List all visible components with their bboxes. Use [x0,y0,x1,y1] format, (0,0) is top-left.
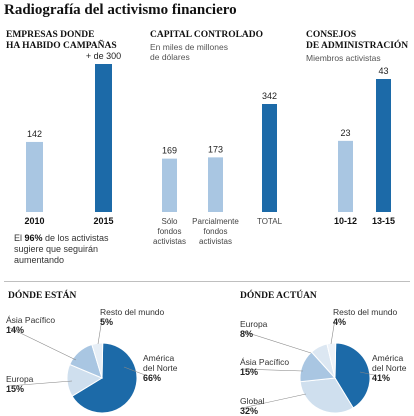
pie2-slice-label: América [372,353,403,363]
chart1-title-line: HA HABIDO CAMPAÑAS [6,41,117,51]
chart3-category-label: 10-12 [334,216,357,226]
pie2-leader-line [241,393,307,409]
pie2-slice-label: del Norte [372,363,407,373]
page-title: Radiografía del activismo financiero [4,2,237,18]
chart3-title: CONSEJOS DE ADMINISTRACIÓN [306,30,408,52]
chart1-value-label: + de 300 [86,51,121,61]
chart2-category-label: Parcialmente [192,217,239,226]
pie1-leader-line [7,326,77,361]
chart3-subtitle-line: Miembros activistas [306,53,381,63]
chart3-title-line: CONSEJOS [306,30,357,40]
pie1-slice [91,342,104,379]
chart2-bar [162,158,177,212]
pie1-slice [71,342,138,414]
chart2-value-label: 169 [162,146,177,156]
pie1-slice-value: 14% [6,325,24,335]
chart2-value-label: 173 [208,144,223,154]
pie1-slice-label: Europa [6,374,34,384]
chart3-subtitle: Miembros activistas [306,53,381,63]
chart2-value-label: 342 [262,91,277,101]
pie2-slice-label: Ásia Pacífico [240,357,289,367]
pie2-leader-line [359,371,375,376]
pie2-slice-value: 15% [240,367,258,377]
pie2-slice [299,377,354,414]
chart3-bar [376,79,391,212]
pie1-leader-line [7,380,73,387]
pie2-slice-value: 4% [333,317,346,327]
chart2-category-label: Sólo [161,217,178,226]
chart1-category-label: 2015 [93,216,113,226]
pie1-slice-label: del Norte [143,363,178,373]
pie2-slice-value: 8% [240,329,253,339]
chart1-bar [26,141,43,212]
pie1-leader-line [123,366,146,376]
pie2-slice-label: Resto del mundo [333,307,398,317]
chart1-category-label: 2010 [24,216,44,226]
chart2-bar [208,157,223,212]
chart2-title: CAPITAL CONTROLADO [150,30,263,41]
chart2-category-label: TOTAL [257,217,283,226]
pie2-slice-label: Europa [240,319,268,329]
pie1-slice-value: 15% [6,384,24,394]
chart2-category-label: fondos [203,227,227,236]
pie1-title: DÓNDE ESTÁN [8,291,77,301]
note-prefix: El [14,233,25,243]
chart2-subtitle-line: de dólares [150,52,190,62]
activists-note: El 96% de los activistas sugiere que seg… [14,233,132,266]
chart3-category-label: 13-15 [372,216,395,226]
section-divider [4,281,410,282]
pie2-leader-line [330,318,336,345]
pie1-slice-value: 66% [143,373,161,383]
chart2-bar [262,104,277,212]
pie2-leader-line [241,368,304,372]
chart2-subtitle-line: En miles de millones [150,42,228,52]
pie2-slice-value: 41% [372,373,390,383]
chart2-category-label: activistas [199,237,232,246]
pie1-slice-value: 5% [100,317,113,327]
chart1-value-label: 142 [27,129,42,139]
pie2-slice-value: 32% [240,406,258,416]
note-highlight: 96% [24,233,43,243]
chart3-bar [338,140,353,212]
pie2-title: DÓNDE ACTÚAN [240,291,317,301]
chart1-title-line: EMPRESAS DONDE [6,30,95,40]
pie2-leader-line [241,330,312,354]
chart1-bar [95,64,112,212]
chart1-title: EMPRESAS DONDE HA HABIDO CAMPAÑAS [6,30,117,52]
chart2-category-label: activistas [153,237,186,246]
pie2-slice-label: Global [240,396,265,406]
note-rest: de los activistas sugiere que seguirán a… [14,233,109,265]
pie1-slice-label: América [143,353,174,363]
chart2-category-label: fondos [157,227,181,236]
chart3-title-line: DE ADMINISTRACIÓN [306,41,409,51]
pie1-slice-label: Resto del mundo [100,307,165,317]
chart2-title-line: CAPITAL CONTROLADO [150,30,264,40]
chart2-subtitle: En miles de millones de dólares [150,42,228,62]
chart3-value-label: 23 [340,128,350,138]
pie1-slice-label: Ásia Pacífico [6,315,55,325]
chart3-value-label: 43 [378,66,388,76]
pie1-leader-line [97,318,103,345]
